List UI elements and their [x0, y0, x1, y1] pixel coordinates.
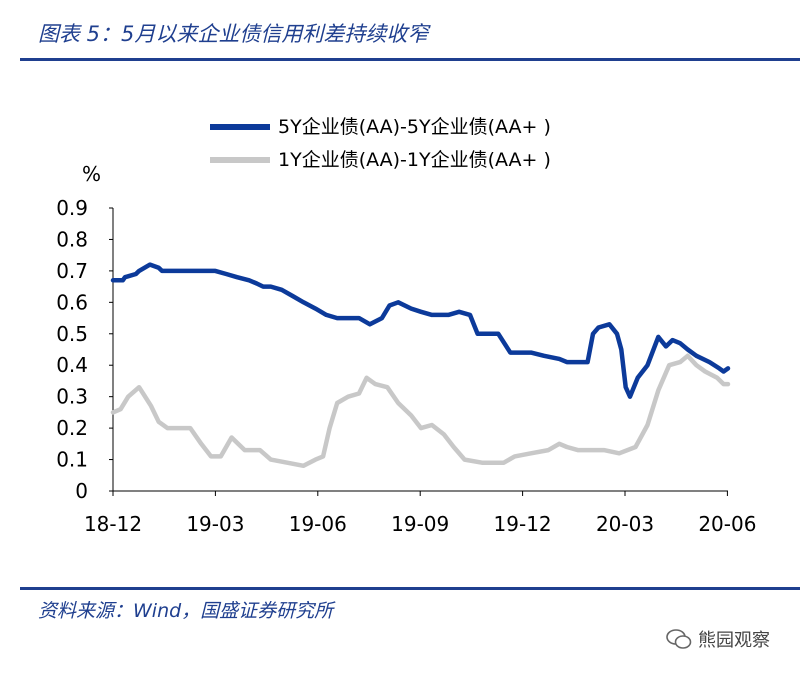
y-tick-label: 0.5 [56, 322, 88, 346]
x-tick-label: 19-09 [391, 512, 449, 536]
x-tick-label: 18-12 [84, 512, 142, 536]
y-tick-label: 0.3 [56, 385, 88, 409]
source-note: 资料来源：Wind，国盛证券研究所 [38, 600, 334, 622]
series-5y-line [110, 262, 731, 399]
y-tick-label: 0.9 [56, 196, 88, 220]
title-rule [20, 58, 800, 61]
x-tick-label: 20-06 [698, 512, 756, 536]
watermark: 熊园观察 [666, 624, 770, 654]
y-axis-label: % [82, 162, 101, 186]
series-1y-line [110, 353, 731, 469]
x-tick-label: 19-06 [289, 512, 347, 536]
y-tick-label: 0.4 [56, 353, 88, 377]
chart-lines [110, 262, 731, 469]
y-tick-label: 0.2 [56, 416, 88, 440]
y-tick-label: 0.6 [56, 290, 88, 314]
figure-title: 图表 5：5月以来企业债信用利差持续收窄 [38, 22, 429, 46]
y-tick-label: 0.1 [56, 448, 88, 472]
y-tick-label: 0 [75, 479, 88, 503]
x-tick-label: 19-12 [494, 512, 552, 536]
chart-legend: 5Y企业债(AA)-5Y企业债(AA+ ) 1Y企业债(AA)-1Y企业债(AA+… [210, 116, 551, 171]
source-rule [20, 587, 800, 590]
legend-label-5y: 5Y企业债(AA)-5Y企业债(AA+ ) [278, 116, 551, 138]
chat-bubble-icon [666, 629, 692, 649]
chart-axes: 0 0.1 0.2 0.3 0.4 0.5 0.6 0.7 0.8 0.9 18-12 19-03 19… [56, 196, 756, 536]
y-tick-label: 0.7 [56, 259, 88, 283]
legend-label-1y: 1Y企业债(AA)-1Y企业债(AA+ ) [278, 149, 551, 171]
watermark-text: 熊园观察 [698, 630, 770, 651]
y-tick-label: 0.8 [56, 227, 88, 251]
x-tick-label: 19-03 [186, 512, 244, 536]
x-tick-label: 20-03 [596, 512, 654, 536]
